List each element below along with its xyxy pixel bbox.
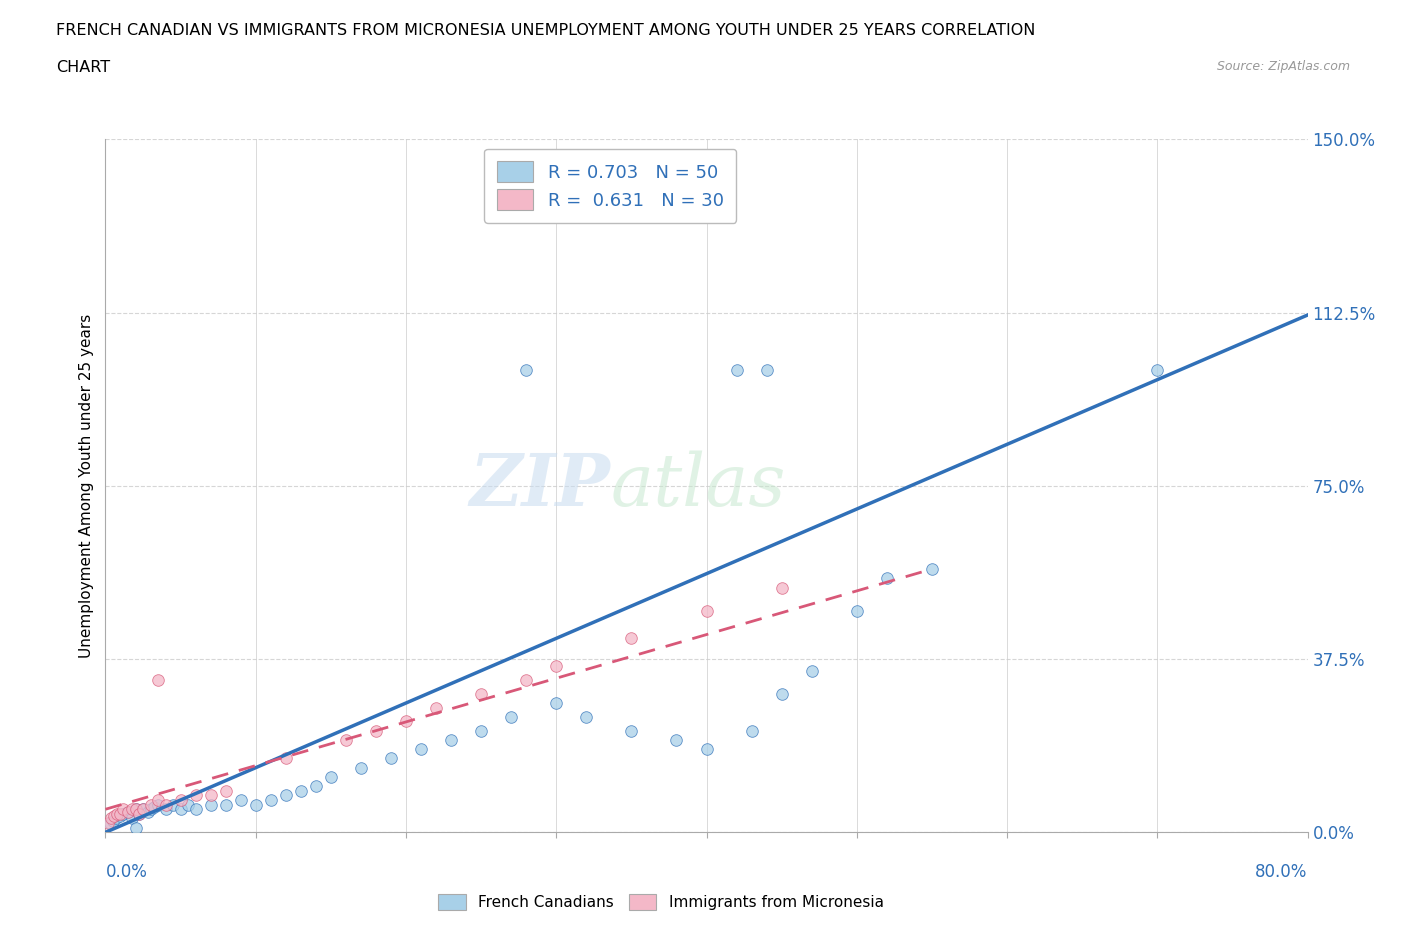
- Point: [136, 804, 159, 819]
- Point: [98, 816, 121, 830]
- Point: [335, 733, 357, 748]
- Point: [409, 742, 432, 757]
- Point: [470, 686, 492, 701]
- Text: ZIP: ZIP: [470, 450, 610, 522]
- Point: [169, 802, 191, 817]
- Point: [425, 700, 447, 715]
- Point: [921, 562, 943, 577]
- Point: [146, 797, 169, 812]
- Point: [229, 792, 252, 807]
- Text: 80.0%: 80.0%: [1256, 863, 1308, 882]
- Point: [162, 797, 184, 812]
- Point: [546, 696, 568, 711]
- Point: [741, 724, 763, 738]
- Point: [117, 804, 139, 819]
- Point: [665, 733, 688, 748]
- Point: [128, 806, 150, 821]
- Point: [184, 802, 207, 817]
- Point: [696, 742, 718, 757]
- Point: [112, 806, 135, 821]
- Point: [620, 724, 643, 738]
- Point: [169, 792, 191, 807]
- Point: [274, 788, 297, 803]
- Text: Source: ZipAtlas.com: Source: ZipAtlas.com: [1216, 60, 1350, 73]
- Point: [755, 363, 778, 378]
- Text: FRENCH CANADIAN VS IMMIGRANTS FROM MICRONESIA UNEMPLOYMENT AMONG YOUTH UNDER 25 : FRENCH CANADIAN VS IMMIGRANTS FROM MICRO…: [56, 23, 1036, 38]
- Point: [155, 797, 177, 812]
- Text: 0.0%: 0.0%: [105, 863, 148, 882]
- Y-axis label: Unemployment Among Youth under 25 years: Unemployment Among Youth under 25 years: [79, 313, 94, 658]
- Point: [110, 806, 132, 821]
- Point: [380, 751, 402, 766]
- Point: [155, 802, 177, 817]
- Point: [146, 792, 169, 807]
- Point: [124, 802, 146, 817]
- Point: [110, 809, 132, 824]
- Point: [117, 804, 139, 819]
- Point: [132, 802, 155, 817]
- Point: [214, 783, 236, 798]
- Point: [112, 802, 135, 817]
- Point: [101, 814, 124, 829]
- Point: [200, 788, 222, 803]
- Point: [290, 783, 312, 798]
- Point: [139, 797, 162, 812]
- Point: [876, 571, 898, 586]
- Point: [501, 710, 523, 724]
- Point: [103, 809, 125, 824]
- Point: [200, 797, 222, 812]
- Point: [515, 363, 537, 378]
- Point: [470, 724, 492, 738]
- Point: [575, 710, 598, 724]
- Point: [124, 802, 146, 817]
- Text: CHART: CHART: [56, 60, 110, 75]
- Point: [139, 802, 162, 817]
- Point: [319, 769, 342, 784]
- Point: [364, 724, 387, 738]
- Point: [546, 658, 568, 673]
- Point: [845, 604, 868, 618]
- Legend: R = 0.703   N = 50, R =  0.631   N = 30: R = 0.703 N = 50, R = 0.631 N = 30: [485, 149, 737, 223]
- Point: [124, 820, 146, 835]
- Point: [770, 580, 793, 595]
- Legend: French Canadians, Immigrants from Micronesia: French Canadians, Immigrants from Micron…: [430, 886, 891, 918]
- Point: [128, 806, 150, 821]
- Point: [107, 806, 129, 821]
- Point: [245, 797, 267, 812]
- Point: [121, 802, 143, 817]
- Point: [395, 714, 418, 729]
- Point: [515, 672, 537, 687]
- Point: [100, 811, 122, 826]
- Point: [800, 663, 823, 678]
- Point: [214, 797, 236, 812]
- Point: [1146, 363, 1168, 378]
- Point: [146, 672, 169, 687]
- Point: [104, 811, 127, 826]
- Point: [142, 800, 165, 815]
- Point: [770, 686, 793, 701]
- Point: [97, 816, 120, 830]
- Point: [620, 631, 643, 645]
- Point: [132, 802, 155, 817]
- Point: [177, 797, 200, 812]
- Point: [440, 733, 463, 748]
- Point: [121, 811, 143, 826]
- Point: [274, 751, 297, 766]
- Point: [184, 788, 207, 803]
- Point: [696, 604, 718, 618]
- Text: atlas: atlas: [610, 451, 786, 521]
- Point: [305, 778, 328, 793]
- Point: [725, 363, 748, 378]
- Point: [260, 792, 283, 807]
- Point: [350, 760, 373, 775]
